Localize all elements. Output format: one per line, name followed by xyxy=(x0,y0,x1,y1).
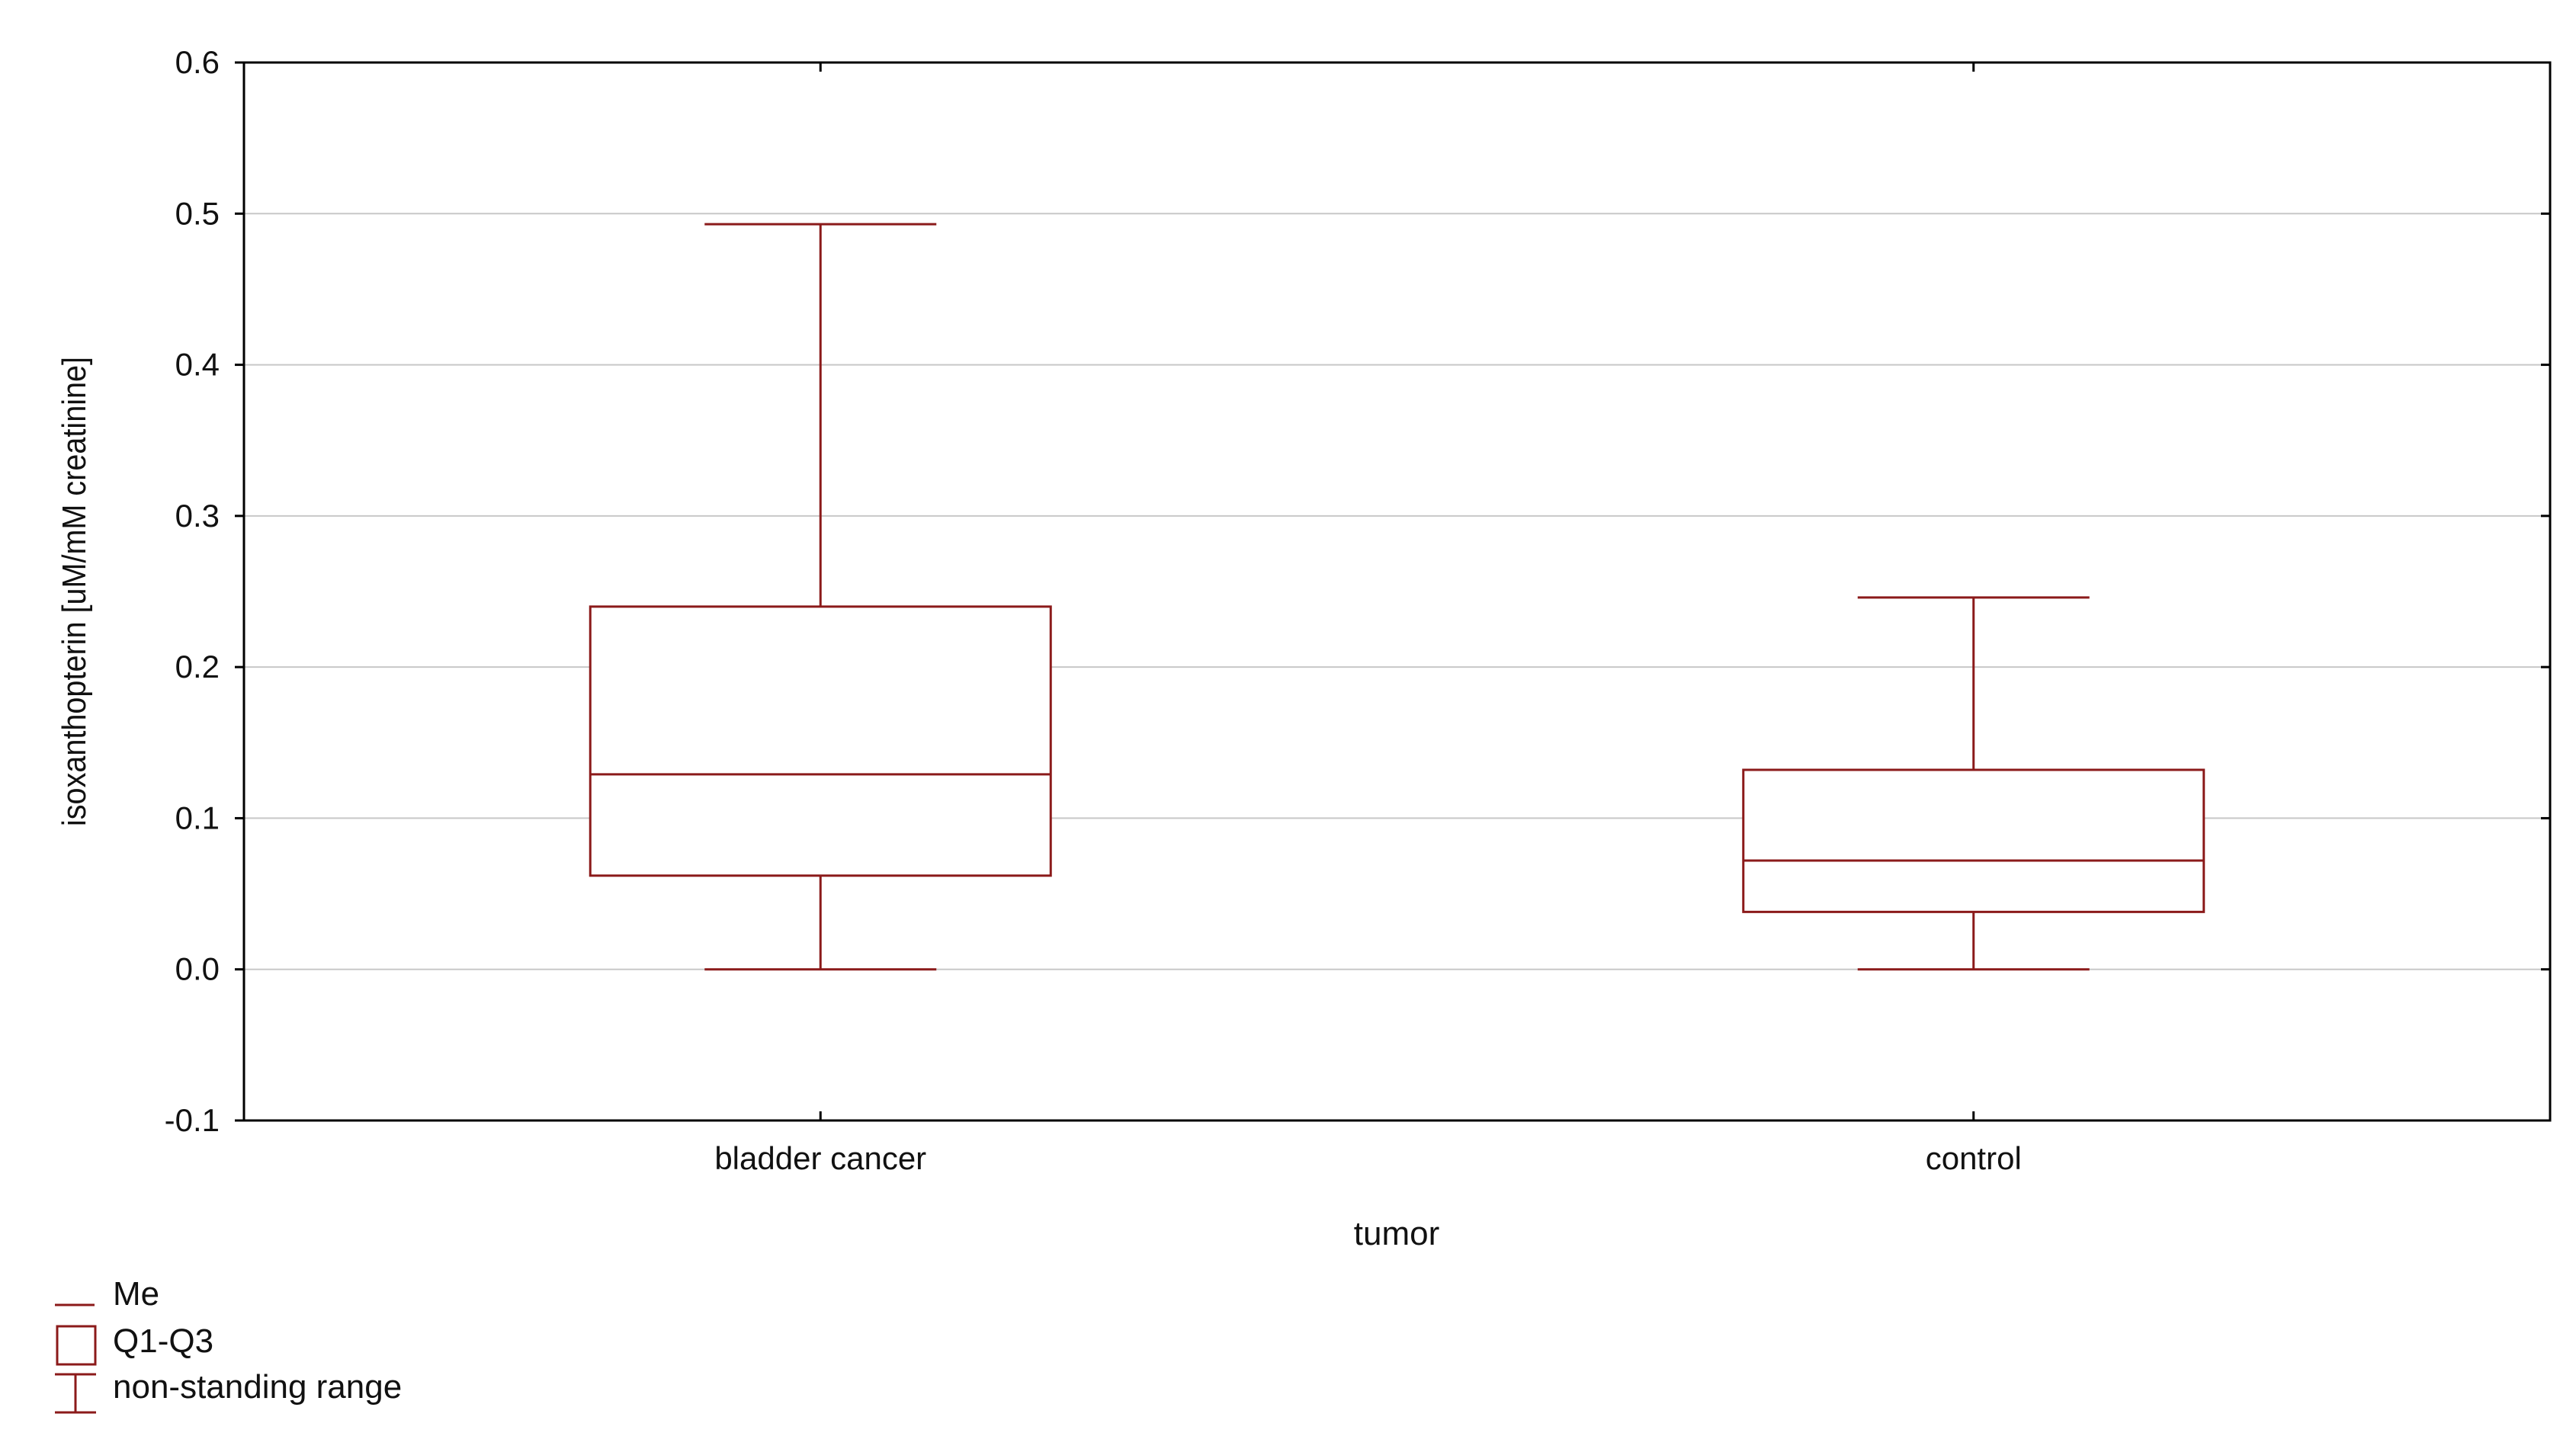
y-tick-label: 0.6 xyxy=(175,44,220,80)
x-category-label: bladder cancer xyxy=(714,1140,926,1176)
y-tick-label: 0.4 xyxy=(175,347,220,383)
legend-box-label: Q1-Q3 xyxy=(113,1322,213,1360)
x-axis-title: tumor xyxy=(1354,1215,1439,1252)
box-control xyxy=(1742,596,2205,971)
y-tick-label: 0.0 xyxy=(175,951,220,987)
legend-median-label: Me xyxy=(113,1275,159,1313)
quartile-box xyxy=(1742,768,2205,913)
y-tick-label: -0.1 xyxy=(165,1102,220,1138)
y-tick-label: 0.5 xyxy=(175,195,220,231)
y-tick-label: 0.3 xyxy=(175,498,220,534)
plot-frame xyxy=(242,61,2552,1122)
y-axis-ticks: -0.1 0.0 0.1 0.2 0.3 0.4 0.5 0.6 xyxy=(165,44,2550,1138)
legend-item-quartile-box: Q1-Q3 xyxy=(56,1322,213,1366)
x-category-label: control xyxy=(1926,1140,2022,1176)
box-bladder-cancer xyxy=(589,223,1052,971)
y-tick-label: 0.1 xyxy=(175,800,220,835)
y-tick-label: 0.2 xyxy=(175,649,220,684)
legend-box-symbol xyxy=(56,1325,97,1366)
x-axis-ticks: bladder cancer control xyxy=(714,63,2022,1176)
quartile-box xyxy=(589,605,1052,877)
box-series xyxy=(589,223,2205,971)
legend: Me Q1-Q3 non-standing range xyxy=(55,1275,402,1414)
y-axis-title: isoxanthopterin [uM/mM creatinine] xyxy=(55,357,92,826)
legend-item-range: non-standing range xyxy=(55,1368,402,1414)
legend-range-label: non-standing range xyxy=(113,1368,402,1406)
legend-item-median: Me xyxy=(55,1275,159,1313)
